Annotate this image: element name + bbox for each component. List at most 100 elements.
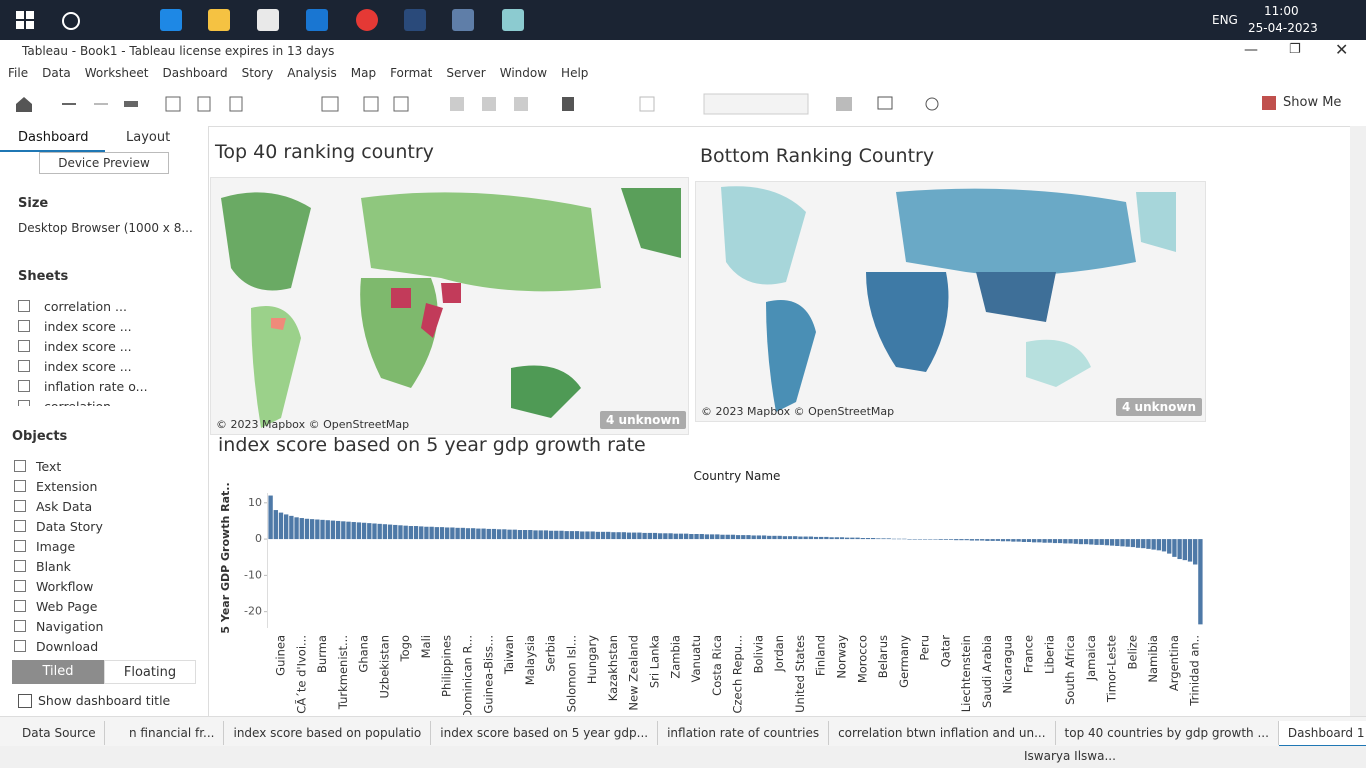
floating-button[interactable]: Floating [104,660,196,684]
unknown-badge[interactable]: 4 unknown [600,411,687,429]
sheet-tab[interactable]: correlation btwn inflation and un... [829,721,1056,745]
x-tick-label: Morocco [855,635,869,683]
sheet-item[interactable]: correlation ... [18,296,188,316]
bar [896,538,902,540]
tiled-button[interactable]: Tiled [12,660,104,684]
menu-item[interactable]: File [8,66,29,80]
bar [434,527,440,540]
restore[interactable]: ❐ [1289,42,1301,57]
object-item[interactable]: Image [14,536,174,556]
bar [829,537,834,540]
object-item[interactable]: Text [14,456,174,476]
x-tick-label: Zambia [668,635,682,679]
x-tick-label: Nicaragua [1001,635,1015,694]
menu-item[interactable]: Map [350,66,377,80]
bar [424,526,429,540]
map-attribution: © 2023 Mapbox © OpenStreetMap [216,418,410,431]
x-tick-label: Jordan [772,635,786,673]
sheet-tab[interactable]: index score based on 5 year gdp... [431,721,659,745]
menu-item[interactable]: Server [446,66,486,80]
show-me[interactable]: Show Me [1283,95,1342,110]
store-icon[interactable] [257,9,279,31]
menu-item[interactable]: Dashboard [162,66,228,80]
object-item[interactable]: Extension [14,476,174,496]
bar [891,538,897,540]
x-tick-label: Belize [1125,635,1139,669]
bar [902,538,907,540]
sheet-item[interactable]: correlation... [18,396,188,406]
panel-tab[interactable]: Layout [126,130,171,145]
bar [642,532,647,540]
search[interactable] [62,12,80,30]
sheet-tab[interactable]: Dashboard 1 [1278,721,1366,747]
bar [715,534,720,540]
size-dropdown[interactable]: Desktop Browser (1000 x 8... [18,221,193,235]
data-source-tab[interactable]: Data Source [14,721,105,745]
bar [870,538,876,540]
tableau-icon[interactable] [452,9,474,31]
menu-item[interactable]: Data [42,66,71,80]
bar [496,529,502,540]
bar [335,520,341,540]
active-tab-indicator [0,150,105,152]
bar [922,539,928,540]
panel-tab[interactable]: Dashboard [18,130,89,145]
bar [704,534,710,540]
object-item[interactable]: Navigation [14,616,174,636]
sheet-item[interactable]: index score ... [18,336,188,356]
sheet-item[interactable]: index score ... [18,316,188,336]
sheet-item[interactable]: inflation rate o... [18,376,188,396]
object-item[interactable]: Web Page [14,596,174,616]
checkbox[interactable] [18,694,32,708]
scrollbar[interactable] [1350,126,1366,716]
object-item[interactable]: Download [14,636,174,656]
x-tick-label: France [1021,635,1035,673]
explorer-icon[interactable] [208,9,230,31]
menu-item[interactable]: Help [561,66,589,80]
bar [1187,539,1193,562]
object-item[interactable]: Data Story [14,516,174,536]
object-item[interactable]: Workflow [14,576,174,596]
object-item[interactable]: Ask Data [14,496,174,516]
app-icon[interactable] [404,9,426,31]
bar [268,495,273,540]
x-tick-label: Kazakhstan [606,635,620,701]
object-icon [14,640,26,652]
object-list: Text Extension Ask Data Data Story Image Blan… [14,456,174,656]
minimize[interactable]: — [1244,42,1258,58]
x-tick-label: Timor-Leste [1105,635,1119,703]
bar [1167,539,1172,554]
window-chrome [0,40,1366,127]
app-icon[interactable] [502,9,524,31]
user-name[interactable]: Iswarya Ilswa... [1024,749,1116,763]
menu-item[interactable]: Analysis [287,66,337,80]
x-tick-label: Liechtenstein [959,635,973,712]
sheet-item[interactable]: index score ... [18,356,188,376]
sheet-name: index score ... [44,358,132,374]
bar [969,539,975,541]
sheet-tab[interactable]: top 40 countries by gdp growth ... [1056,721,1279,745]
device-preview-button[interactable]: Device Preview [39,152,169,174]
mail-icon[interactable] [306,9,328,31]
bar [533,530,538,540]
start-button[interactable] [16,11,34,29]
menu-item[interactable]: Window [499,66,548,80]
object-item[interactable]: Blank [14,556,174,576]
chrome-icon[interactable] [356,9,378,31]
menu-item[interactable]: Format [390,66,433,80]
close[interactable]: ✕ [1335,40,1349,59]
edge-icon[interactable] [160,9,182,31]
bar [554,530,559,540]
sheet-name: inflation rate o... [44,378,148,394]
unknown-badge[interactable]: 4 unknown [1116,398,1203,416]
object-icon [14,500,26,512]
sheet-tab[interactable]: index score based on populatio [224,721,432,745]
bar [917,539,923,540]
x-tick-label: Hungary [585,635,599,684]
sheet-tab[interactable]: n financial fr... [120,721,225,745]
menu-item[interactable]: Story [241,66,274,80]
menu-bar: File Data Worksheet Dashboard Story Analysis M… [8,66,602,80]
menu-item[interactable]: Worksheet [84,66,149,80]
sheet-tab[interactable]: inflation rate of countries [658,721,830,745]
object-name: Image [36,538,76,554]
